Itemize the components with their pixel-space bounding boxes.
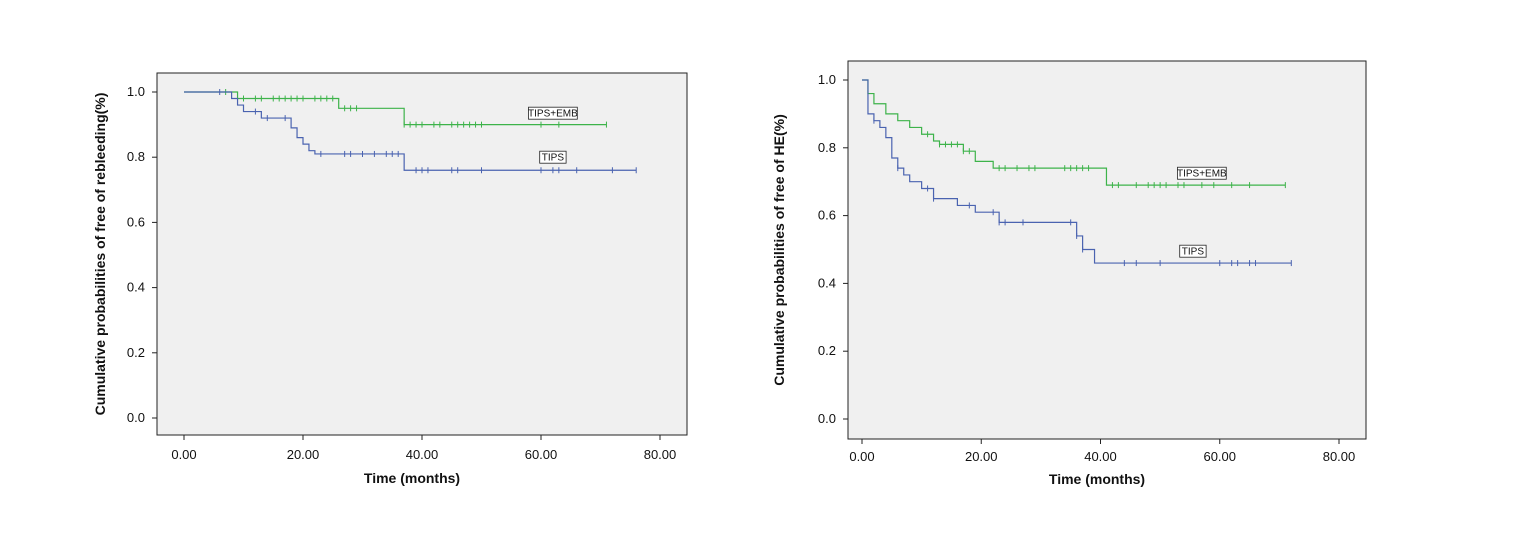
- y-tick-label: 0.6: [818, 208, 836, 223]
- x-tick-label: 20.00: [965, 449, 998, 464]
- y-axis-title: Cumulative probabilities of free of HE(%…: [771, 114, 787, 385]
- x-tick-label: 80.00: [1323, 449, 1356, 464]
- series-label-text: TIPS+EMB: [528, 109, 578, 120]
- series-label-text: TIPS+EMB: [1177, 169, 1227, 180]
- series-label: TIPS+EMB: [528, 106, 578, 120]
- x-tick-label: 40.00: [406, 447, 439, 462]
- y-tick-label: 0.8: [818, 140, 836, 155]
- survival-step-line: [184, 91, 637, 171]
- x-tick-label: 20.00: [287, 447, 320, 462]
- survival-step-line: [862, 79, 1292, 264]
- chart-1: 0.0 0.2 0.4 0.6 0.8 1.0 0.00 20.00 40.00 60.00 80.…: [92, 72, 688, 486]
- plot-area: [156, 72, 688, 436]
- x-axis-title: Time (months): [1049, 471, 1145, 487]
- series-label: TIPS: [1179, 244, 1207, 258]
- y-tick-label: 0.0: [127, 410, 145, 425]
- x-tick-label: 40.00: [1084, 449, 1117, 464]
- y-tick-label: 1.0: [127, 84, 145, 99]
- y-tick-label: 0.0: [818, 411, 836, 426]
- y-tick-label: 1.0: [818, 72, 836, 87]
- series-label-text: TIPS: [542, 153, 565, 164]
- chart-2: 0.0 0.2 0.4 0.6 0.8 1.0 0.00 20.00 40.00 60.00 80.…: [771, 60, 1367, 487]
- series-label: TIPS: [539, 150, 567, 164]
- x-tick-label: 0.00: [849, 449, 874, 464]
- series-label-box: [539, 150, 567, 164]
- series-tips: [184, 89, 637, 174]
- y-tick-label: 0.4: [818, 275, 836, 290]
- series-label-box: [1179, 244, 1207, 258]
- series-label-text: TIPS: [1182, 247, 1205, 258]
- plot-area: [847, 60, 1367, 440]
- series-label-box: [1177, 166, 1227, 180]
- y-tick-label: 0.2: [127, 345, 145, 360]
- series-tips-emb: [862, 79, 1286, 189]
- series-label: TIPS+EMB: [1177, 166, 1227, 180]
- x-tick-label: 80.00: [644, 447, 677, 462]
- y-tick-label: 0.4: [127, 280, 145, 295]
- x-tick-label: 60.00: [1203, 449, 1236, 464]
- x-tick-label: 0.00: [171, 447, 196, 462]
- series-tips-emb: [184, 89, 607, 128]
- series-label-box: [528, 106, 578, 120]
- series-tips: [862, 79, 1292, 267]
- y-tick-label: 0.8: [127, 149, 145, 164]
- y-tick-label: 0.6: [127, 214, 145, 229]
- x-axis-title: Time (months): [364, 470, 460, 486]
- x-tick-label: 60.00: [525, 447, 558, 462]
- y-tick-label: 0.2: [818, 343, 836, 358]
- y-axis-title: Cumulative probabilities of free of rebl…: [92, 93, 108, 416]
